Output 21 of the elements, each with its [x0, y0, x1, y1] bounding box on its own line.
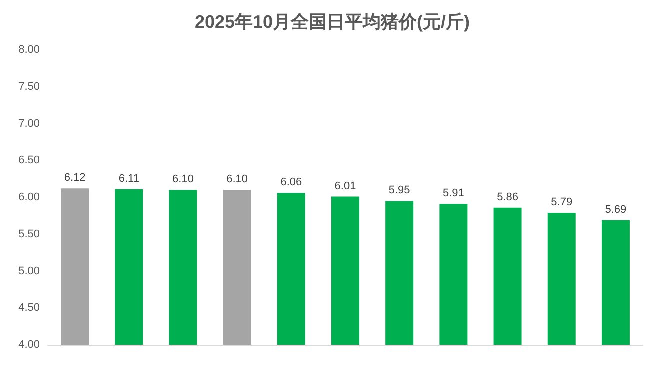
data-label: 6.12	[64, 172, 86, 184]
y-tick-label: 7.50	[18, 80, 40, 93]
y-tick-label: 8.00	[18, 44, 40, 56]
data-label: 5.86	[497, 191, 518, 204]
y-tick-label: 7.00	[18, 118, 40, 130]
data-label: 5.69	[605, 204, 627, 216]
y-tick-label: 6.00	[18, 192, 40, 204]
y-tick-label: 5.50	[18, 228, 40, 240]
data-label: 6.01	[334, 180, 356, 192]
data-label: 6.11	[118, 172, 140, 185]
data-label: 6.10	[172, 174, 194, 186]
data-label: 6.10	[226, 174, 248, 186]
y-tick-label: 4.50	[18, 302, 40, 314]
y-tick-label: 5.00	[18, 265, 40, 278]
data-label: 5.79	[551, 196, 573, 208]
data-label: 5.91	[442, 188, 464, 200]
y-tick-label: 4.00	[18, 339, 40, 351]
data-label: 5.95	[388, 184, 410, 197]
chart-title: 2025年10月全国日平均猪价(元/斤)	[194, 12, 470, 32]
y-tick-label: 6.50	[18, 154, 40, 167]
data-label: 6.06	[280, 176, 302, 189]
